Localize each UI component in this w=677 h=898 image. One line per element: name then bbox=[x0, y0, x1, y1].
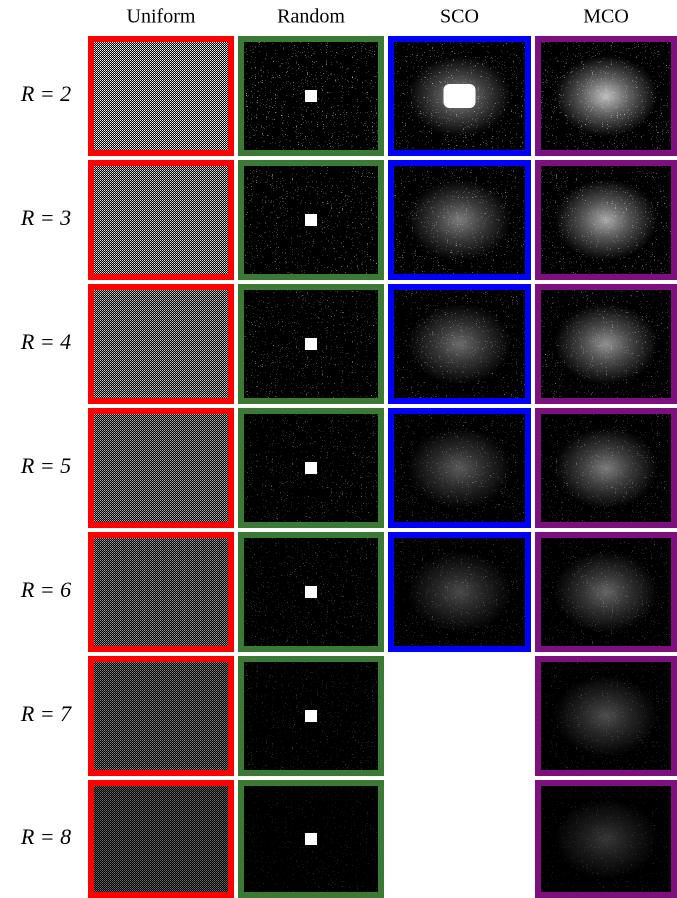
column-header: SCO bbox=[440, 6, 479, 28]
mask-cell bbox=[388, 408, 531, 528]
row-label: R = 8 bbox=[20, 824, 71, 849]
mask-cell bbox=[238, 656, 384, 776]
center-glow bbox=[554, 55, 658, 137]
uniform-pattern bbox=[94, 42, 228, 150]
mask-cell bbox=[238, 532, 384, 652]
mask-cell bbox=[535, 780, 677, 898]
row-label: R = 4 bbox=[20, 329, 71, 354]
uniform-pattern bbox=[94, 290, 228, 398]
mask-cell bbox=[535, 408, 677, 528]
mask-cell bbox=[388, 284, 531, 404]
mask-cell bbox=[88, 160, 234, 280]
row-label: R = 6 bbox=[20, 577, 71, 602]
mask-cell bbox=[388, 532, 531, 652]
row-label: R = 7 bbox=[20, 701, 72, 726]
mask-cell bbox=[535, 532, 677, 652]
center-glow bbox=[407, 427, 512, 509]
center-square bbox=[305, 710, 317, 722]
uniform-pattern bbox=[94, 786, 228, 892]
center-glow bbox=[554, 303, 658, 385]
row-label: R = 3 bbox=[20, 205, 71, 230]
row-label: R = 5 bbox=[20, 453, 71, 478]
mask-cell bbox=[238, 780, 384, 898]
mask-cell bbox=[535, 160, 677, 280]
mask-cell bbox=[238, 160, 384, 280]
mask-cell bbox=[238, 36, 384, 156]
mask-cell bbox=[535, 36, 677, 156]
mask-cell bbox=[238, 408, 384, 528]
mask-cell bbox=[535, 656, 677, 776]
center-glow bbox=[554, 799, 658, 880]
center-square bbox=[305, 214, 317, 226]
page: Uniform Random SCO MCO R = 2 R = 3 R = 4 R = 5 R… bbox=[0, 0, 677, 898]
mask-cell bbox=[535, 284, 677, 404]
center-block bbox=[444, 84, 476, 108]
column-header: Uniform bbox=[127, 6, 196, 28]
uniform-pattern bbox=[94, 662, 228, 770]
mask-cell bbox=[88, 408, 234, 528]
mask-cell bbox=[88, 284, 234, 404]
mask-cell bbox=[88, 656, 234, 776]
center-square bbox=[305, 833, 317, 845]
uniform-pattern bbox=[94, 414, 228, 522]
center-square bbox=[305, 90, 317, 102]
center-square bbox=[305, 338, 317, 350]
mask-cell bbox=[238, 284, 384, 404]
center-glow bbox=[554, 427, 658, 509]
center-glow bbox=[554, 675, 658, 757]
uniform-pattern bbox=[94, 538, 228, 646]
mask-cell bbox=[88, 780, 234, 898]
center-glow bbox=[407, 551, 512, 633]
column-header: Random bbox=[277, 6, 345, 28]
row-label: R = 2 bbox=[20, 81, 71, 106]
center-glow bbox=[554, 179, 658, 261]
center-glow bbox=[407, 303, 512, 385]
column-header: MCO bbox=[583, 6, 629, 28]
mask-cell bbox=[388, 36, 531, 156]
center-glow bbox=[407, 179, 512, 261]
uniform-pattern bbox=[94, 166, 228, 274]
mask-cell bbox=[88, 36, 234, 156]
figure: Uniform Random SCO MCO R = 2 R = 3 R = 4 R = 5 R… bbox=[0, 0, 677, 898]
center-square bbox=[305, 462, 317, 474]
center-square bbox=[305, 586, 317, 598]
center-glow bbox=[554, 551, 658, 633]
mask-cell bbox=[388, 160, 531, 280]
mask-cell bbox=[88, 532, 234, 652]
